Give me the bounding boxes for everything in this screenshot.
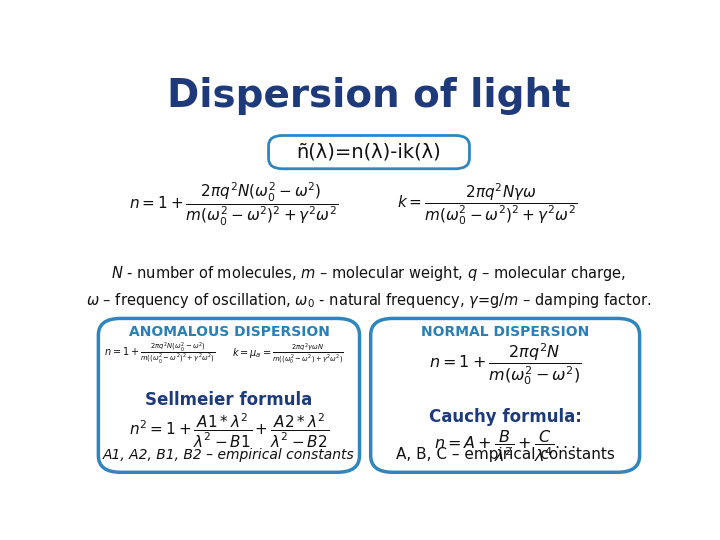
Text: A, B, C – empirical constants: A, B, C – empirical constants <box>396 447 615 462</box>
Text: NORMAL DISPERSION: NORMAL DISPERSION <box>421 325 589 339</box>
Text: $k = \dfrac{2\pi q^2 N\gamma\omega}{m(\omega_0^2 - \omega^2)^2 + \gamma^2\omega^: $k = \dfrac{2\pi q^2 N\gamma\omega}{m(\o… <box>397 181 577 227</box>
Text: $n = A+\dfrac{B}{\lambda^2}+\dfrac{C}{\lambda^4}...$: $n = A+\dfrac{B}{\lambda^2}+\dfrac{C}{\l… <box>434 429 576 464</box>
Text: $\omega$ – frequency of oscillation, $\omega_0$ - natural frequency, $\gamma$=g/: $\omega$ – frequency of oscillation, $\o… <box>86 292 652 310</box>
Text: $n^2 = 1+\dfrac{A1*\lambda^2}{\lambda^2-B1}+\dfrac{A2*\lambda^2}{\lambda^2-B2}$: $n^2 = 1+\dfrac{A1*\lambda^2}{\lambda^2-… <box>129 412 329 450</box>
Text: Dispersion of light: Dispersion of light <box>167 77 571 115</box>
Text: Cauchy formula:: Cauchy formula: <box>428 408 582 426</box>
Text: $k=\mu_a=\frac{2\pi q^2 \gamma\omega N}{m((\omega_0^2-\omega^2)+\gamma^2\omega^2: $k=\mu_a=\frac{2\pi q^2 \gamma\omega N}{… <box>233 341 344 366</box>
Text: $n=1+\frac{2\pi q^2 N(\omega_0^2-\omega^2)}{m((\omega_0^2-\omega^2)^2+\gamma^2\o: $n=1+\frac{2\pi q^2 N(\omega_0^2-\omega^… <box>104 341 215 367</box>
Text: $n = 1+\dfrac{2\pi q^2 N(\omega_0^2 - \omega^2)}{m(\omega_0^2 - \omega^2)^2 + \g: $n = 1+\dfrac{2\pi q^2 N(\omega_0^2 - \o… <box>129 181 338 228</box>
Text: Sellmeier formula: Sellmeier formula <box>145 391 312 409</box>
Text: A1, A2, B1, B2 – empirical constants: A1, A2, B1, B2 – empirical constants <box>103 448 355 462</box>
Text: $N$ - number of molecules, $m$ – molecular weight, $q$ – molecular charge,: $N$ - number of molecules, $m$ – molecul… <box>112 265 626 284</box>
FancyBboxPatch shape <box>99 319 359 472</box>
Text: ANOMALOUS DISPERSION: ANOMALOUS DISPERSION <box>128 325 329 339</box>
FancyBboxPatch shape <box>269 136 469 168</box>
Text: $n = 1+\dfrac{2\pi q^2 N}{m(\omega_0^2 - \omega^2)}$: $n = 1+\dfrac{2\pi q^2 N}{m(\omega_0^2 -… <box>429 341 582 387</box>
Text: ñ(λ)=n(λ)-ik(λ): ñ(λ)=n(λ)-ik(λ) <box>297 143 441 161</box>
FancyBboxPatch shape <box>371 319 639 472</box>
